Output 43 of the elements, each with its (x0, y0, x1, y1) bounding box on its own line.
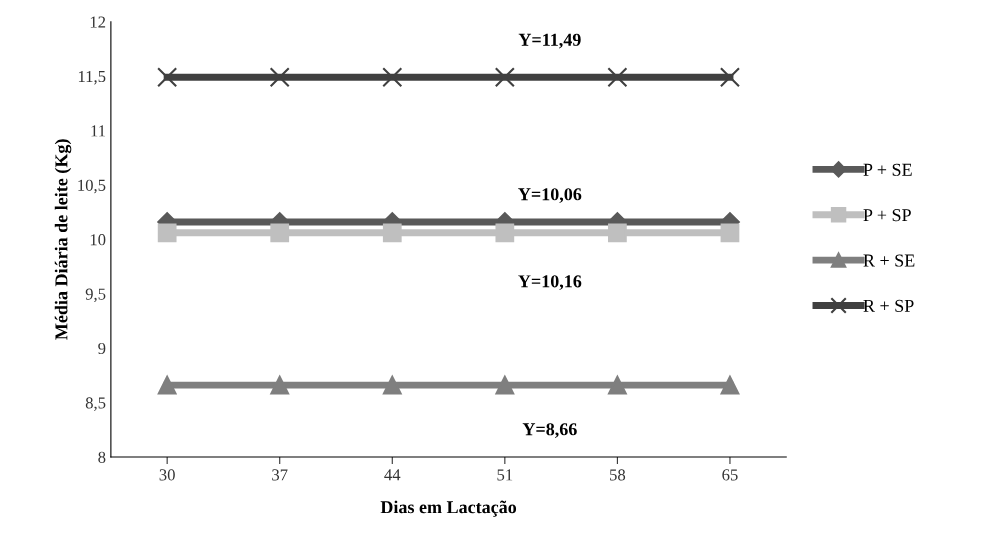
legend-label: R + SE (863, 254, 915, 267)
point (382, 67, 403, 88)
y-tick-label: 9,5 (85, 288, 106, 303)
x-tick-label: 51 (497, 469, 513, 481)
legend-label: P + SE (863, 163, 912, 176)
y-tick-label: 10 (90, 234, 106, 246)
point (382, 223, 402, 243)
point (157, 67, 178, 88)
point (382, 375, 402, 395)
x-axis-title: Dias em Lactação (380, 500, 517, 517)
point (269, 67, 290, 88)
y-tick-label: 8 (98, 451, 106, 463)
y-tick-label: 9 (98, 342, 106, 355)
point (495, 223, 515, 243)
point (720, 223, 740, 243)
x-tick-label: 37 (272, 469, 288, 481)
x-tick-label: 58 (610, 469, 626, 481)
y-tick-label: 10,5 (78, 179, 106, 194)
point (720, 375, 740, 395)
annotation: Y=11,49 (518, 33, 581, 49)
annotation: Y=8,66 (522, 423, 577, 438)
annotation: Y=10,16 (518, 275, 582, 291)
legend-label: R + SP (863, 299, 914, 312)
x-tick-label: 44 (384, 469, 401, 481)
point (608, 223, 627, 243)
y-tick-label: 12 (90, 16, 106, 28)
x-tick-label: 65 (722, 469, 738, 481)
point (495, 375, 515, 395)
y-axis-title: Média Diária de leite (Kg) (54, 139, 72, 340)
y-tick-label: 11,5 (78, 70, 106, 85)
annotation: Y=10,06 (518, 188, 582, 203)
legend-label: P + SP (863, 209, 911, 222)
y-tick-label: 11 (91, 125, 106, 137)
point (270, 223, 290, 243)
y-tick-label: 8,5 (85, 397, 106, 411)
point (607, 67, 628, 88)
x-tick-label: 30 (159, 469, 175, 481)
point (608, 375, 627, 395)
point (719, 67, 741, 88)
point (157, 375, 177, 395)
point (157, 223, 177, 243)
point (270, 375, 290, 395)
point (494, 67, 515, 88)
